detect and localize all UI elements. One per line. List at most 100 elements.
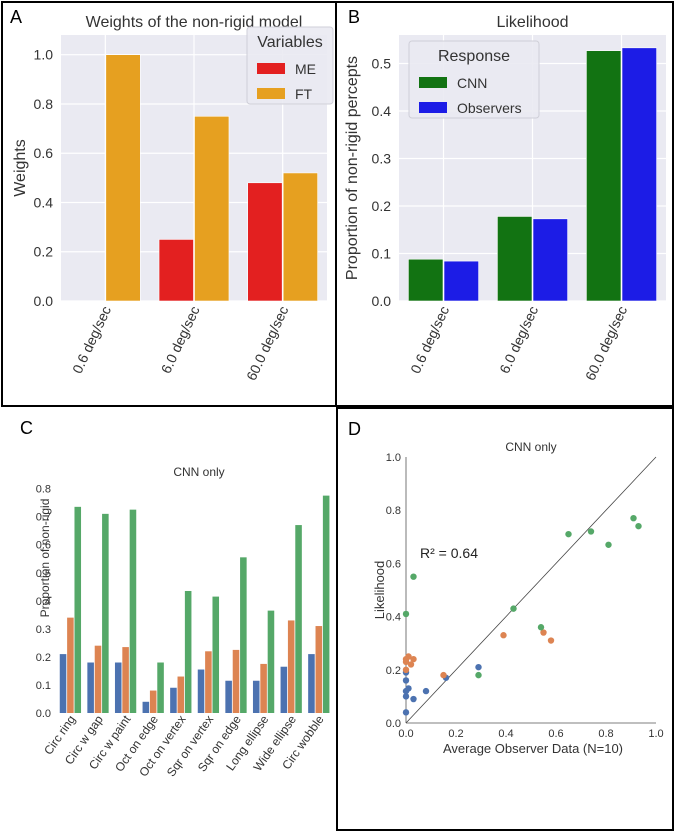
bar-6-0-deg-sec-oct-on-vertex — [177, 676, 185, 713]
chart-title: CNN only — [173, 465, 224, 479]
scatter-point-60-0-deg-sec — [475, 671, 482, 679]
chart-title: Likelihood — [496, 14, 568, 31]
chart-b: 0.0 0.1 0.2 0.3 0.4 0.5 0.6 deg/sec 6.0 deg/sec… — [344, 14, 666, 383]
y-tick-label: 0.8 — [386, 505, 401, 517]
x-tick-label: 0.6 deg/sec — [69, 304, 114, 376]
bar-6-0-deg-sec-circ-w-gap — [94, 645, 102, 713]
scatter-point-60-0-deg-sec — [537, 624, 545, 631]
y-tick-label: 1.0 — [386, 452, 401, 464]
scatter-point-0-6-deg-sec — [402, 693, 410, 700]
chart-c: CNN only 0.0 0.1 0.2 0.3 0.4 0.5 0.6 0.7 0.8 Propo… — [36, 465, 330, 779]
bar-0-6-deg-sec-long-ellipse — [252, 680, 260, 713]
x-tick-label: 6.0 deg/sec — [496, 304, 541, 376]
bar-me-6-0-deg-sec — [158, 239, 194, 302]
x-tick-label: 0.6 — [548, 728, 563, 740]
bar-60-0-deg-sec-wide-ellipse — [295, 525, 302, 713]
y-tick-label: 0.2 — [386, 665, 401, 677]
bar-6-0-deg-sec-oct-on-edge — [149, 690, 157, 713]
y-tick-label: 0.7 — [36, 512, 51, 524]
y-tick-label: 0.4 — [386, 612, 401, 624]
panel-letter-c: C — [20, 418, 33, 438]
scatter-point-60-0-deg-sec — [402, 610, 410, 618]
r-squared-annotation: R² = 0.64 — [420, 545, 478, 561]
scatter-point-0-6-deg-sec — [475, 663, 482, 671]
y-tick-label: 0.2 — [372, 198, 392, 214]
bar-cnn-6-0-deg-sec — [497, 216, 533, 302]
scatter-point-6-0-deg-sec — [405, 653, 412, 660]
chart-d: CNN only 0.0 0.2 0.4 0.6 0.8 1.0 0.0 0.2 0.4 0.6 0.… — [372, 440, 664, 756]
scatter-point-0-6-deg-sec — [410, 695, 417, 703]
scatter-point-60-0-deg-sec — [510, 605, 517, 612]
legend-swatch-observers — [419, 102, 447, 113]
bar-6-0-deg-sec-circ-wobble — [315, 626, 323, 713]
scatter-point-6-0-deg-sec — [410, 655, 417, 663]
bar-cnn-0-6-deg-sec — [408, 258, 444, 302]
y-tick-label: 0.4 — [36, 596, 51, 608]
x-tick-label: 0.2 — [448, 728, 463, 740]
bar-6-0-deg-sec-long-ellipse — [260, 663, 267, 713]
scatter-point-6-0-deg-sec — [402, 658, 410, 666]
scatter-point-6-0-deg-sec — [440, 671, 447, 679]
scatter-point-6-0-deg-sec — [547, 637, 555, 644]
bar-0-6-deg-sec-circ-w-gap — [87, 662, 94, 713]
bar-60-0-deg-sec-oct-on-edge — [157, 662, 164, 713]
y-tick-label: 0.5 — [36, 568, 51, 580]
legend-label-ft: FT — [295, 86, 313, 102]
scatter-point-6-0-deg-sec — [540, 629, 547, 636]
legend-label-cnn: CNN — [457, 75, 487, 91]
y-tick-label: 0.6 — [34, 145, 54, 161]
bar-60-0-deg-sec-oct-on-vertex — [184, 590, 192, 713]
bar-0-6-deg-sec-oct-on-vertex — [170, 687, 177, 713]
bar-observers-0-6-deg-sec — [443, 260, 479, 302]
scatter-point-60-0-deg-sec — [565, 530, 572, 538]
panel-b: B 0.0 0.1 0.2 0.3 0.4 0.5 0.6 deg/sec 6.0 deg/s… — [335, 1, 674, 407]
panel-c: C CNN only 0.0 0.1 0.2 0.3 0.4 0.5 0.6 0.7 0.8 Pro… — [1, 408, 335, 831]
y-axis-label: Likelihood — [372, 561, 387, 620]
x-tick-label: 0.4 — [498, 728, 513, 740]
y-axis-label: Weights — [12, 139, 29, 197]
legend-title: Response — [438, 48, 510, 65]
y-tick-label: 0.8 — [34, 96, 54, 112]
y-tick-label: 0.2 — [34, 244, 54, 260]
y-tick-label: 0.5 — [372, 56, 392, 72]
bar-observers-60-0-deg-sec — [621, 47, 657, 302]
bar-60-0-deg-sec-circ-ring — [74, 506, 82, 713]
x-tick-label: 1.0 — [648, 728, 663, 740]
scatter-point-60-0-deg-sec — [587, 528, 595, 535]
legend-title: Variables — [257, 34, 323, 51]
scatter-point-0-6-deg-sec — [422, 687, 430, 695]
bar-ft-0-6-deg-sec — [105, 54, 141, 302]
panel-letter-a: A — [10, 7, 23, 27]
scatter-point-6-0-deg-sec — [402, 666, 410, 673]
bar-0-6-deg-sec-circ-ring — [59, 654, 67, 713]
scatter-point-0-6-deg-sec — [405, 685, 412, 692]
panel-a: A 0.0 0.2 0.4 0.6 0.8 1.0 0.6 deg/sec 6.0 deg/s… — [1, 1, 337, 407]
bar-0-6-deg-sec-circ-wobble — [308, 654, 315, 713]
bar-0-6-deg-sec-wide-ellipse — [280, 666, 288, 713]
y-axis-label: Proportion of non-rigid percepts — [344, 56, 361, 280]
y-tick-label: 0.0 — [372, 293, 392, 309]
y-tick-label: 0.4 — [372, 103, 392, 119]
bar-observers-6-0-deg-sec — [532, 218, 568, 302]
scatter-point-6-0-deg-sec — [407, 661, 415, 668]
legend-label-observers: Observers — [457, 100, 522, 116]
scatter-point-60-0-deg-sec — [410, 573, 417, 580]
bar-60-0-deg-sec-long-ellipse — [267, 610, 275, 713]
legend-box — [408, 40, 540, 119]
panel-letter-d: D — [348, 419, 361, 439]
bar-60-0-deg-sec-sqr-on-edge — [240, 557, 247, 713]
bar-ft-60-0-deg-sec — [282, 172, 318, 302]
y-axis-label: Proportion of non-rigid — [38, 499, 52, 618]
bar-me-60-0-deg-sec — [247, 182, 283, 302]
y-tick-label: 0.0 — [36, 708, 51, 720]
bar-0-6-deg-sec-circ-w-paint — [114, 662, 122, 713]
x-tick-label: 60.0 deg/sec — [243, 304, 291, 383]
identity-line — [405, 456, 657, 724]
y-tick-label: 0.0 — [34, 293, 54, 309]
bar-cnn-60-0-deg-sec — [586, 50, 622, 302]
legend-label-me: ME — [295, 61, 316, 77]
chart-title: Weights of the non-rigid model — [86, 14, 303, 31]
x-tick-label: 0.0 — [398, 728, 413, 740]
chart-a: 0.0 0.2 0.4 0.6 0.8 1.0 0.6 deg/sec 6.0 deg/sec… — [12, 14, 334, 383]
scatter-point-0-6-deg-sec — [402, 709, 410, 716]
